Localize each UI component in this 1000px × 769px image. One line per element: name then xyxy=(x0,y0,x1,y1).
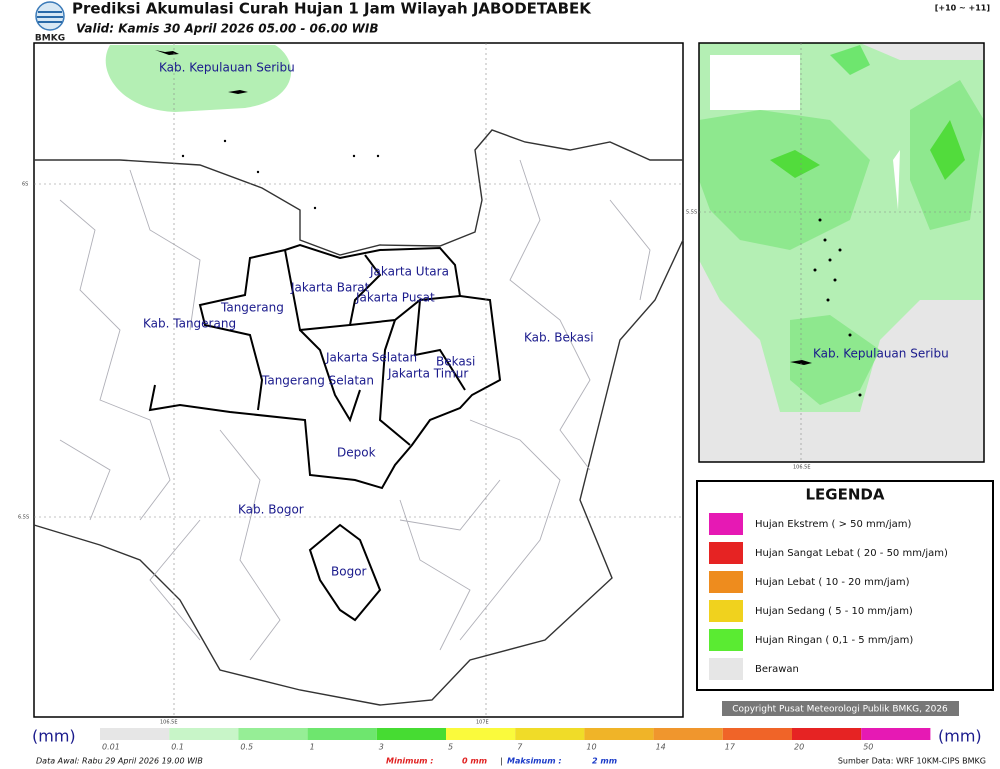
colorbar-tick: 10 xyxy=(586,743,596,752)
colorbar-tick: 20 xyxy=(794,743,804,752)
max-value: 2 mm xyxy=(592,757,617,766)
colorbar-tick: 7 xyxy=(517,743,523,752)
region-label: Jakarta Timur xyxy=(387,367,468,381)
legend: LEGENDA Hujan Ekstrem ( > 50 mm/jam) Huja… xyxy=(696,480,994,691)
legend-label: Hujan Lebat ( 10 - 20 mm/jam) xyxy=(755,577,910,588)
colorbar-unit: (mm) xyxy=(32,727,76,746)
colorbar-segment xyxy=(169,728,239,740)
legend-label: Hujan Ekstrem ( > 50 mm/jam) xyxy=(755,519,912,530)
max-label: Maksimum : xyxy=(507,757,562,766)
title: Prediksi Akumulasi Curah Hujan 1 Jam Wil… xyxy=(72,0,592,18)
colorbar-tick: 50 xyxy=(863,743,873,752)
source: Sumber Data: WRF 10KM-CIPS BMKG xyxy=(838,757,986,766)
region-label: Jakarta Barat xyxy=(290,281,370,295)
inset-label: Kab. Kepulauan Seribu xyxy=(813,347,949,361)
legend-label: Hujan Sangat Lebat ( 20 - 50 mm/jam) xyxy=(755,548,948,559)
time-range: [+10 ~ +11] xyxy=(935,4,990,13)
colorbar-tick: 5 xyxy=(448,743,453,752)
logo: BMKG xyxy=(35,1,65,44)
colorbar-tick: 1 xyxy=(310,743,315,752)
data-awal: Data Awal: Rabu 29 April 2026 19.00 WIB xyxy=(36,757,203,766)
colorbar-segment xyxy=(238,728,308,740)
inset-map: 5.5S 106.5E Kab. Kepulauan Seribu xyxy=(686,42,985,471)
region-label: Tangerang Selatan xyxy=(261,374,374,388)
colorbar-tick: 3 xyxy=(379,743,384,752)
colorbar-tick: 0.1 xyxy=(171,743,184,752)
colorbar-segment xyxy=(307,728,377,740)
copyright: Copyright Pusat Meteorologi Publik BMKG,… xyxy=(732,705,948,715)
region-label: Depok xyxy=(337,446,376,460)
legend-swatch xyxy=(709,571,743,593)
legend-title: LEGENDA xyxy=(806,486,885,504)
colorbar-segment xyxy=(515,728,585,740)
region-label: Jakarta Selatan xyxy=(325,351,417,365)
colorbar-segment xyxy=(446,728,516,740)
region-label: Bogor xyxy=(331,565,367,579)
lon-label: 107E xyxy=(476,720,489,726)
legend-swatch xyxy=(709,513,743,535)
region-label: Kab. Bogor xyxy=(238,503,304,517)
inset-lon-label: 106.5E xyxy=(793,465,810,471)
colorbar-segment xyxy=(722,728,792,740)
inset-lat-label: 5.5S xyxy=(686,210,697,216)
colorbar-segment xyxy=(861,728,931,740)
main-map: 6S 6.5S 106.5E 107E Kab. Kepulauan Serib… xyxy=(18,42,684,726)
region-label: Jakarta Pusat xyxy=(355,291,435,305)
region-label: Kab. Kepulauan Seribu xyxy=(159,61,295,75)
colorbar-segment xyxy=(100,728,170,740)
logo-text: BMKG xyxy=(35,34,65,44)
lat-label: 6S xyxy=(22,182,28,188)
min-value: 0 mm xyxy=(462,757,487,766)
colorbar-tick: 0.5 xyxy=(240,743,253,752)
colorbar-tick: 0.01 xyxy=(102,743,120,752)
colorbar-segment xyxy=(584,728,654,740)
legend-swatch xyxy=(709,542,743,564)
region-label: Kab. Tangerang xyxy=(143,317,236,331)
legend-label: Hujan Ringan ( 0,1 - 5 mm/jam) xyxy=(755,635,913,646)
legend-label: Berawan xyxy=(755,664,799,675)
colorbar-unit: (mm) xyxy=(938,727,982,746)
separator: | xyxy=(500,757,503,766)
legend-swatch xyxy=(709,629,743,651)
colorbar-segment xyxy=(376,728,446,740)
legend-label: Hujan Sedang ( 5 - 10 mm/jam) xyxy=(755,606,913,617)
region-label: Tangerang xyxy=(220,301,284,315)
legend-swatch xyxy=(709,600,743,622)
colorbar-tick: 14 xyxy=(656,743,666,752)
region-label: Bekasi xyxy=(436,355,475,369)
lon-label: 106.5E xyxy=(160,720,177,726)
lat-label: 6.5S xyxy=(18,515,29,521)
subtitle: Valid: Kamis 30 April 2026 05.00 - 06.00… xyxy=(76,22,379,36)
region-label: Jakarta Utara xyxy=(369,265,449,279)
legend-swatch xyxy=(709,658,743,680)
colorbar-tick: 17 xyxy=(725,743,736,752)
colorbar: (mm) (mm) 0.01 0.1 0.5 1 3 5 7 10 14 17 20 50 xyxy=(32,727,982,752)
region-label: Kab. Bekasi xyxy=(524,331,594,345)
min-label: Minimum : xyxy=(386,757,434,766)
copyright-bg xyxy=(722,701,959,716)
colorbar-segment xyxy=(653,728,723,740)
colorbar-segment xyxy=(792,728,862,740)
